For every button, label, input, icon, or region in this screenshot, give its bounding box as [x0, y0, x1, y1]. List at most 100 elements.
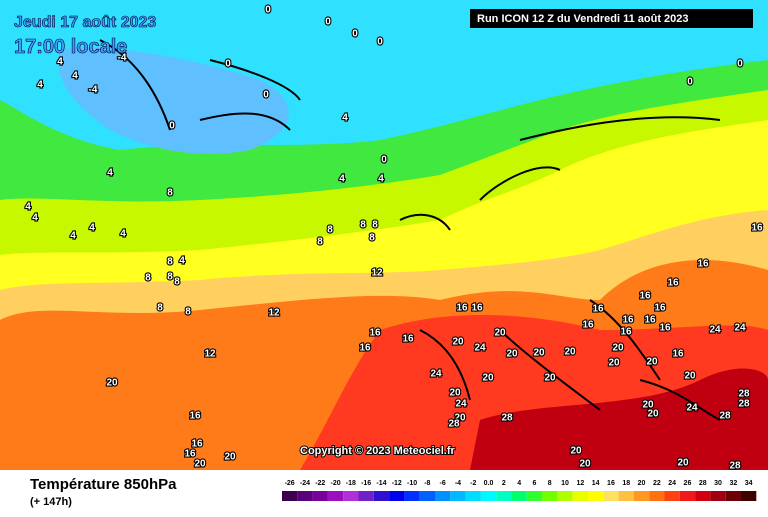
contour-label: 8 — [167, 272, 173, 283]
contour-label: 16 — [184, 449, 196, 460]
legend-label: 16 — [607, 480, 615, 487]
contour-label: 24 — [686, 403, 698, 414]
legend-label: -2 — [470, 480, 476, 487]
legend-swatch — [450, 491, 466, 501]
contour-label: 16 — [622, 315, 634, 326]
legend-swatch — [297, 491, 313, 501]
contour-label: 4 — [57, 57, 63, 68]
legend-swatch — [419, 491, 435, 501]
contour-label: 4 — [179, 256, 185, 267]
contour-label: 4 — [107, 168, 113, 179]
legend-swatch — [741, 491, 757, 501]
contour-label: 16 — [667, 278, 679, 289]
legend-label: 24 — [668, 480, 676, 487]
legend-swatch — [725, 491, 741, 501]
contour-label: 16 — [191, 439, 203, 450]
legend-swatch — [465, 491, 481, 501]
contour-label: 8 — [369, 233, 375, 244]
legend-label: -26 — [285, 480, 295, 487]
run-label: Run ICON 12 Z du Vendredi 11 août 2023 — [477, 13, 689, 25]
contour-label: 16 — [592, 304, 604, 315]
contour-label: 20 — [494, 328, 506, 339]
contour-label: 20 — [506, 349, 518, 360]
contour-label: 20 — [449, 388, 461, 399]
legend-swatch — [511, 491, 527, 501]
legend-label: 26 — [684, 480, 692, 487]
contour-label: 16 — [654, 303, 666, 314]
contour-label: 0 — [687, 77, 693, 88]
legend-label: -22 — [315, 480, 325, 487]
contour-label: 4 — [37, 80, 43, 91]
contour-label: 0 — [169, 121, 175, 132]
contour-label: 28 — [448, 419, 460, 430]
legend-label: 18 — [622, 480, 630, 487]
copyright: Copyright © 2023 Meteociel.fr — [300, 445, 456, 457]
contour-label: 0 — [737, 59, 743, 70]
contour-label: 8 — [157, 303, 163, 314]
coastline — [99, 39, 721, 421]
legend-label: 8 — [548, 480, 552, 487]
contour-label: 4 — [70, 231, 76, 242]
contour-label: 20 — [106, 378, 118, 389]
legend-label: -24 — [300, 480, 310, 487]
contour-label: 20 — [642, 400, 654, 411]
legend-swatch — [588, 491, 604, 501]
legend-label: 28 — [699, 480, 707, 487]
legend-label: -12 — [392, 480, 402, 487]
legend-swatch — [496, 491, 512, 501]
legend-swatch — [649, 491, 665, 501]
legend-label: 22 — [653, 480, 661, 487]
contour-label: 24 — [455, 399, 467, 410]
contour-label: 4 — [25, 202, 31, 213]
contour-label: 16 — [456, 303, 468, 314]
contour-label: 16 — [582, 320, 594, 331]
contour-label: 8 — [360, 220, 366, 231]
contour-label: 20 — [224, 452, 236, 463]
run-box — [470, 9, 753, 28]
contour-label: 4 — [339, 174, 345, 185]
contour-label: 8 — [372, 220, 378, 231]
legend-swatch — [358, 491, 374, 501]
contour-label: 20 — [647, 409, 659, 420]
contour-label: 12 — [204, 349, 216, 360]
contour-label: 20 — [452, 337, 464, 348]
contour-label: 0 — [352, 29, 358, 40]
contour-label: 24 — [474, 343, 486, 354]
contour-label: 8 — [317, 237, 323, 248]
contour-label: 8 — [185, 307, 191, 318]
contour-label: 20 — [579, 459, 591, 470]
legend-swatch — [373, 491, 390, 501]
legend-label: -16 — [361, 480, 371, 487]
legend-label: 0.0 — [484, 480, 494, 487]
legend-swatch — [603, 491, 619, 501]
legend-label: 12 — [576, 480, 584, 487]
contour-label: 4 — [72, 71, 78, 82]
zone-blue — [58, 47, 289, 154]
legend-label: 6 — [532, 480, 536, 487]
legend-label: 10 — [561, 480, 569, 487]
legend-swatch — [679, 491, 696, 501]
contour-label: 20 — [684, 371, 696, 382]
contour-label: 16 — [639, 291, 651, 302]
legend-swatch — [327, 491, 344, 501]
contour-label: -4 — [118, 53, 127, 64]
legend-label: 32 — [729, 480, 737, 487]
legend-label: -4 — [455, 480, 461, 487]
contour-label: 16 — [402, 334, 414, 345]
footer-lead: (+ 147h) — [30, 496, 72, 508]
contour-label: 28 — [738, 389, 750, 400]
contour-label: 20 — [646, 357, 658, 368]
contour-label: 4 — [89, 223, 95, 234]
contour-label: 24 — [709, 325, 721, 336]
legend-label: 14 — [592, 480, 600, 487]
contour-label: 8 — [167, 188, 173, 199]
contour-label: 16 — [751, 223, 763, 234]
contour-label: 16 — [697, 259, 709, 270]
contour-label: 20 — [454, 413, 466, 424]
legend-swatch — [572, 491, 588, 501]
legend-label: 20 — [638, 480, 646, 487]
contour-label: 16 — [189, 411, 201, 422]
legend-swatch — [633, 491, 650, 501]
contour-label: 0 — [381, 155, 387, 166]
legend-swatch — [542, 491, 558, 501]
